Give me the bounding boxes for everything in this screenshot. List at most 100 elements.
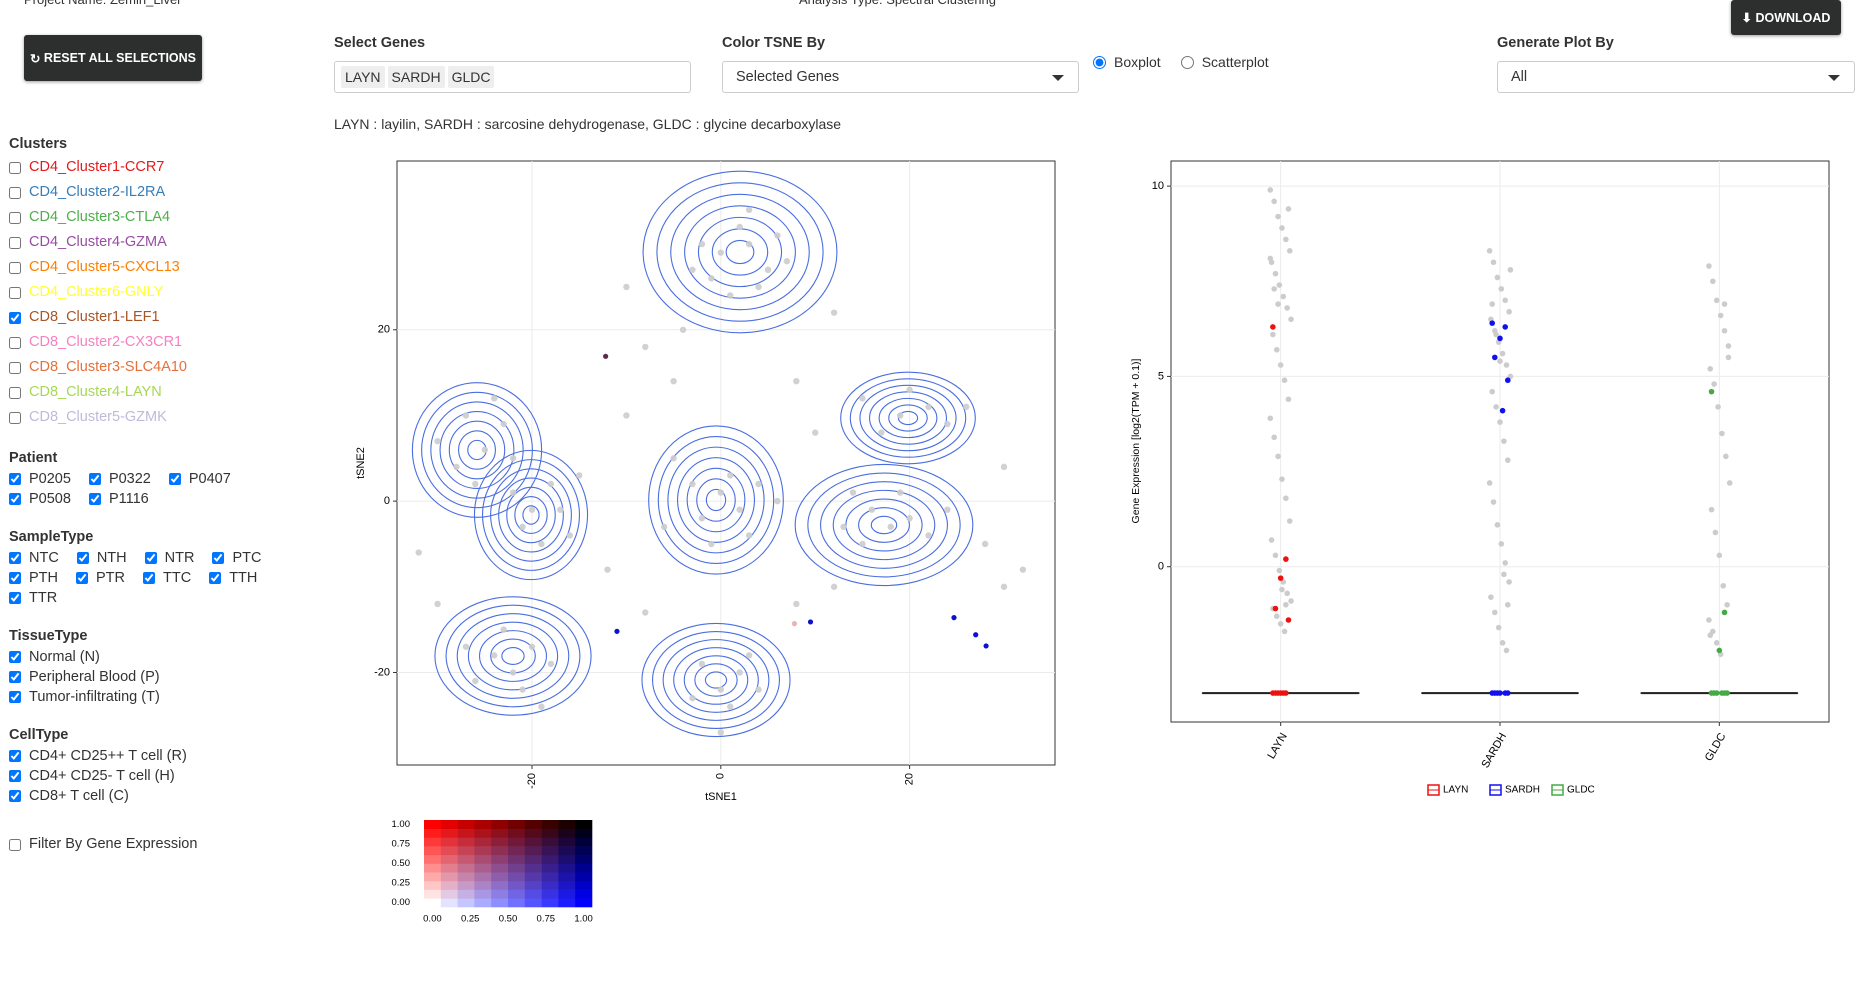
select-value: Selected Genes: [736, 69, 840, 85]
color-key-cell: [424, 898, 442, 908]
generate-plot-select[interactable]: All: [1497, 61, 1855, 93]
checkbox[interactable]: [9, 592, 21, 604]
cell-point: [727, 292, 734, 299]
checkbox[interactable]: [143, 572, 155, 584]
legend-label: LAYN: [1443, 785, 1468, 796]
cell-point: [566, 532, 573, 539]
checkbox-option: CD4_Cluster1-CCR7: [9, 155, 266, 180]
highlighted-point: [973, 632, 979, 638]
color-key-cell: [575, 880, 593, 890]
option-label: PTR: [96, 570, 125, 586]
contour-line: [694, 663, 738, 697]
highlighted-point: [1499, 407, 1506, 414]
checkbox[interactable]: [9, 838, 21, 851]
expression-point: [1285, 396, 1292, 403]
cell-point: [878, 429, 885, 436]
checkbox[interactable]: [9, 211, 21, 224]
checkbox[interactable]: [9, 493, 21, 505]
checkbox[interactable]: [9, 651, 21, 663]
expression-point: [1284, 305, 1290, 311]
color-key-cell: [491, 846, 509, 856]
radio[interactable]: [1180, 55, 1194, 69]
expression-point: [1501, 438, 1507, 444]
expression-point: [1726, 480, 1733, 486]
color-key-cell: [575, 854, 593, 864]
checkbox[interactable]: [9, 473, 21, 485]
checkbox[interactable]: [9, 750, 21, 762]
expression-point: [1271, 434, 1277, 441]
color-key-cell: [508, 820, 526, 829]
cell-point: [679, 326, 687, 333]
checkbox[interactable]: [9, 552, 21, 564]
checkbox-option: CD8_Cluster2-CX3CR1: [9, 330, 266, 355]
color-key-cell: [524, 889, 542, 899]
cell-point: [472, 480, 479, 488]
highlighted-point: [1721, 690, 1728, 696]
checkbox[interactable]: [88, 473, 101, 485]
expression-point: [1275, 301, 1281, 307]
checkbox[interactable]: [9, 770, 21, 782]
checkbox[interactable]: [209, 572, 222, 584]
checkbox[interactable]: [9, 790, 21, 802]
expression-point: [1494, 522, 1501, 528]
expression-point: [1281, 377, 1288, 384]
checkbox[interactable]: [9, 691, 21, 703]
reset-button[interactable]: ↻ RESET ALL SELECTIONS: [24, 35, 202, 81]
checkbox[interactable]: [212, 552, 225, 564]
checkbox[interactable]: [9, 671, 21, 683]
cell-point: [774, 232, 781, 239]
contour-line: [642, 170, 838, 334]
checkbox[interactable]: [9, 361, 21, 374]
checkbox[interactable]: [76, 572, 88, 584]
expression-point: [1721, 301, 1728, 307]
group-title: Clusters: [9, 136, 68, 152]
checkbox[interactable]: [9, 311, 21, 324]
checkbox[interactable]: [9, 261, 21, 274]
contour-line: [870, 515, 898, 535]
cell-point: [1000, 583, 1008, 590]
caret: [1052, 75, 1064, 81]
checkbox[interactable]: [9, 411, 21, 424]
option-label: TTC: [163, 570, 192, 586]
checkbox[interactable]: [88, 493, 101, 505]
color-tsne-select[interactable]: Selected Genes: [722, 61, 1079, 93]
select-genes-label: Select Genes: [334, 35, 426, 51]
checkbox[interactable]: [144, 552, 157, 564]
gene-tag: SARDH: [387, 66, 445, 88]
checkbox[interactable]: [9, 286, 21, 299]
checkbox-option: CD4_Cluster4-GZMA: [9, 230, 266, 255]
color-key-cell: [558, 880, 576, 890]
checkbox[interactable]: [9, 386, 21, 399]
color-key-cell: [440, 854, 458, 864]
option-label: NTR: [164, 550, 195, 566]
checkbox[interactable]: [9, 336, 21, 349]
gene-input[interactable]: LAYN SARDH GLDC: [334, 61, 691, 93]
highlighted-point: [603, 353, 609, 359]
cell-point: [642, 343, 649, 351]
expression-point: [1275, 213, 1281, 220]
color-key-cell: [440, 880, 458, 890]
contour-line: [448, 420, 506, 480]
checkbox[interactable]: [9, 236, 21, 249]
checkbox[interactable]: [168, 473, 181, 485]
checkbox-option: CD4+ CD25- T cell (H): [9, 766, 175, 786]
filter-group: Filter By Gene Expression: [9, 832, 289, 857]
radio[interactable]: [1093, 55, 1106, 69]
highlighted-point: [807, 619, 814, 625]
cell-point: [462, 643, 470, 650]
cell-point: [981, 540, 989, 548]
color-key-cell: [524, 837, 542, 847]
color-key-cell: [524, 898, 542, 908]
color-key-cell: [424, 880, 442, 890]
checkbox-option: P0407: [168, 469, 231, 489]
color-key-cell: [424, 889, 442, 899]
color-key-cell: [440, 872, 458, 882]
checkbox[interactable]: [9, 572, 21, 584]
checkbox[interactable]: [76, 552, 89, 564]
download-button[interactable]: ⬇ DOWNLOAD: [1731, 0, 1841, 35]
color-key-cell: [575, 846, 593, 856]
cell-point: [670, 377, 677, 385]
checkbox[interactable]: [9, 161, 21, 174]
y-tick-label: -20: [374, 666, 390, 678]
checkbox[interactable]: [9, 186, 21, 199]
